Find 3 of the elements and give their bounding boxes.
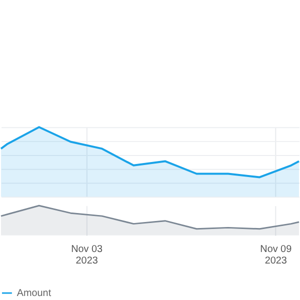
legend-label: Amount bbox=[16, 288, 52, 300]
x-tick-label: Nov 09 2023 bbox=[260, 244, 292, 267]
x-tick-label: Nov 03 2023 bbox=[71, 244, 104, 267]
